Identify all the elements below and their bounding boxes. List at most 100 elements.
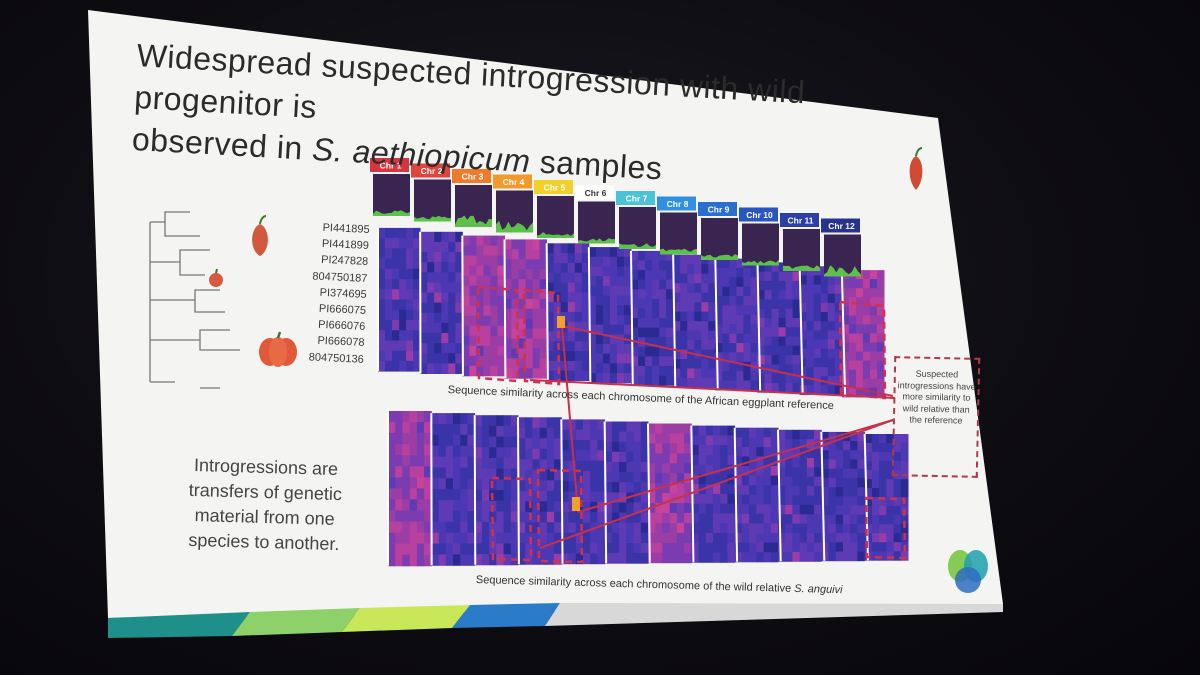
heatmap-cell (640, 441, 649, 453)
footer-strip-blue (452, 603, 560, 628)
heatmap-cell (434, 302, 442, 314)
heatmap-cell (879, 443, 887, 453)
heatmap-cell (655, 532, 663, 544)
heatmap-cell (645, 318, 653, 329)
heatmap-cell (792, 551, 801, 562)
heatmap-cell (532, 358, 541, 369)
heatmap-cell (778, 290, 787, 300)
chromosome-label-bg (370, 158, 409, 172)
heatmap-cell (490, 265, 498, 277)
heatmap-cell (497, 345, 505, 357)
heatmap-cell (770, 466, 779, 477)
heatmap-cell (743, 380, 751, 391)
heatmap-cell (378, 299, 386, 311)
heatmap-cell (764, 355, 772, 365)
heatmap-cell (560, 243, 569, 254)
heatmap-cell (388, 543, 396, 556)
heatmap-cell (574, 243, 583, 254)
heatmap-cell (611, 532, 620, 544)
heatmap-cell (611, 482, 620, 493)
heatmap-cell (850, 514, 858, 525)
heatmap-cell (736, 268, 744, 278)
heatmap-cell (893, 551, 902, 561)
heatmap-cell (843, 505, 851, 516)
heatmap-cell (583, 429, 591, 441)
heatmap-cell (694, 311, 702, 322)
heatmap-cell (574, 262, 583, 274)
heatmap-cell (666, 298, 674, 309)
heatmap-cell (604, 451, 613, 463)
heatmap-cell (624, 295, 632, 306)
heatmap-cell (792, 355, 801, 365)
heatmap-cell (518, 417, 526, 429)
heatmap-cell (467, 510, 476, 523)
heatmap-cell (496, 436, 504, 448)
heatmap-cell (511, 348, 519, 359)
heatmap-cell (511, 239, 519, 250)
heatmap-cell (575, 532, 584, 544)
heatmap-cell (778, 355, 787, 365)
heatmap-cell (843, 551, 851, 562)
heatmap-cell (827, 367, 836, 377)
chromosome-separator (503, 239, 507, 379)
heatmap-cell (741, 437, 750, 448)
heatmap-cell (469, 275, 477, 287)
heatmap-cell (469, 365, 477, 377)
heatmap-cell (757, 299, 765, 310)
heatmap-cell (510, 457, 519, 470)
heatmap-cell (583, 522, 591, 534)
heatmap-cell (420, 292, 428, 304)
coverage-track (373, 174, 410, 216)
heatmap-cell (619, 472, 627, 483)
heatmap-cell (595, 324, 604, 335)
heatmap-cell (474, 468, 483, 480)
heatmap-cell (785, 299, 794, 310)
heatmap-cell (648, 513, 656, 524)
heatmap-cell (715, 371, 723, 381)
heatmap-cell (806, 486, 815, 496)
heatmap-cell (652, 289, 660, 300)
heatmap-cell (424, 455, 432, 467)
heatmap-cell (813, 275, 822, 286)
heatmap-cell (624, 373, 632, 384)
heatmap-cell (900, 443, 909, 453)
heatmap-cell (467, 456, 476, 468)
heatmap-cell (814, 439, 822, 450)
heatmap-cell (609, 305, 618, 316)
heatmap-cell (778, 551, 786, 562)
heatmap-cell (785, 542, 793, 553)
chromosome-separator (603, 421, 608, 564)
heatmap-cell (864, 506, 873, 516)
heatmap-cell (820, 275, 829, 286)
heatmap-cell (416, 455, 425, 467)
heatmap-cell (490, 295, 498, 307)
heatmap-cell (814, 533, 822, 543)
heatmap-cell (481, 415, 490, 427)
heatmap-cell (597, 470, 606, 482)
heatmap-cell (561, 429, 569, 441)
heatmap-cell (850, 496, 858, 506)
heatmap-cell (525, 249, 534, 260)
heatmap-cell (392, 360, 400, 372)
heatmap-cell (673, 340, 681, 351)
heatmap-cell (574, 292, 583, 303)
heatmap-cell (633, 462, 642, 473)
heatmap-cell (871, 515, 880, 525)
heatmap-cell (434, 272, 442, 283)
heatmap-cell (855, 369, 864, 380)
heatmap-cell (722, 314, 730, 325)
heatmap-cell (638, 289, 646, 300)
heatmap-cell (778, 495, 786, 506)
heatmap-cell (560, 272, 569, 283)
heatmap-cell (655, 503, 663, 514)
heatmap-cell (474, 436, 483, 448)
heatmap-cell (467, 489, 476, 501)
heatmap-cell (638, 366, 646, 377)
heatmap-cell (496, 490, 504, 502)
heatmap-cell (609, 353, 618, 364)
heatmap-cell (420, 241, 428, 253)
heatmap-cell (708, 292, 716, 303)
chromosome-label: Chr 4 (503, 177, 525, 187)
heatmap-cell (413, 279, 421, 290)
heatmap-cell (843, 514, 851, 525)
